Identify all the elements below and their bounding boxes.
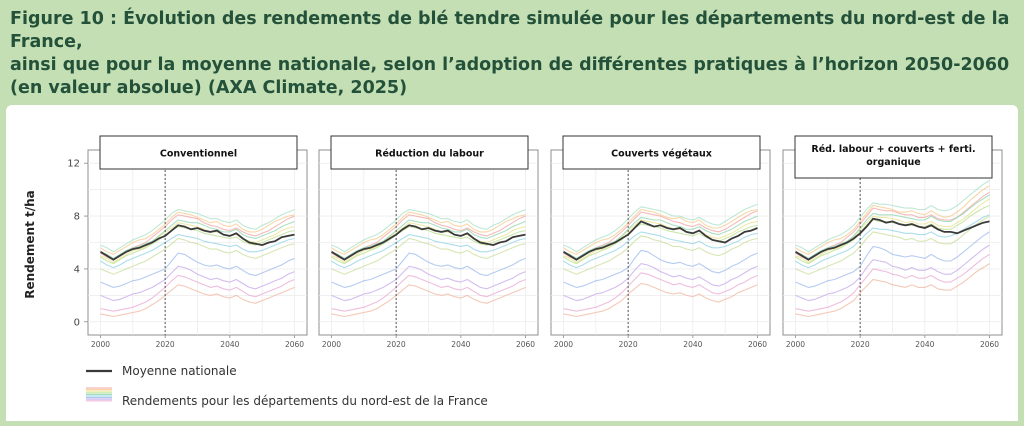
department-series-line xyxy=(100,208,295,253)
department-series-line xyxy=(100,274,295,312)
department-series-line xyxy=(563,235,758,275)
department-series-line xyxy=(563,231,758,269)
facet-label-box xyxy=(99,135,298,170)
x-tick-label: 2000 xyxy=(322,340,341,349)
yield-chart: Rendement t/ha Conventionnel 2000 2020 2040… xyxy=(23,135,1003,408)
facet-1: Conventionnel 2000 2020 2040 2060 xyxy=(87,135,308,349)
y-tick-label: 4 xyxy=(74,264,80,275)
department-series-line xyxy=(331,252,526,288)
x-tick-label: 2020 xyxy=(156,340,175,349)
facet-label-box xyxy=(794,135,993,179)
y-tick-label: 12 xyxy=(67,159,80,170)
department-series-line xyxy=(331,234,526,269)
department-series-line xyxy=(331,208,526,253)
department-series-line xyxy=(563,282,758,318)
x-tick-label: 2000 xyxy=(554,340,573,349)
department-series-line xyxy=(563,272,758,312)
department-series-line xyxy=(100,284,295,318)
department-series-line xyxy=(563,249,758,288)
department-series-line xyxy=(331,237,526,275)
y-tick-label: 0 xyxy=(74,317,80,328)
x-tick-label: 2040 xyxy=(915,340,934,349)
department-series-line xyxy=(563,208,758,256)
department-series-line xyxy=(795,215,990,275)
legend-national-label: Moyenne nationale xyxy=(122,364,237,378)
department-series-line xyxy=(331,211,526,256)
department-series-line xyxy=(331,219,526,260)
x-tick-label: 2000 xyxy=(786,340,805,349)
y-tick-label: 8 xyxy=(74,212,80,223)
department-series-line xyxy=(100,265,295,302)
national-series-line xyxy=(563,220,758,261)
department-series-line xyxy=(795,179,990,253)
department-series-line xyxy=(100,234,295,269)
y-axis-title: Rendement t/ha xyxy=(23,190,37,299)
y-axis-title-group: Rendement t/ha xyxy=(23,190,37,299)
figure-title-line-2: ainsi que pour la moyenne nationale, sel… xyxy=(10,55,1010,75)
x-tick-label: 2040 xyxy=(451,340,470,349)
facet-label: Conventionnel xyxy=(160,149,237,160)
legend-departments-label: Rendements pour les départements du nord… xyxy=(122,394,488,408)
department-series-line xyxy=(331,274,526,312)
facet-2: Réduction du labour 2000 2020 2040 2060 xyxy=(318,135,539,349)
x-tick-label: 2020 xyxy=(851,340,870,349)
department-series-line xyxy=(100,226,295,265)
department-series-line xyxy=(563,215,758,260)
x-tick-label: 2060 xyxy=(516,340,535,349)
department-series-line xyxy=(795,231,990,288)
legend: Moyenne nationale Rendements pour les dép… xyxy=(86,364,488,408)
x-tick-label: 2060 xyxy=(980,340,999,349)
department-series-line xyxy=(100,252,295,288)
department-series-line xyxy=(795,198,990,263)
department-series-line xyxy=(331,222,526,263)
national-series-line xyxy=(100,224,295,261)
x-tick-label: 2020 xyxy=(619,340,638,349)
facet-4: Réd. labour + couverts + ferti. organique… xyxy=(782,135,1003,349)
department-series-line xyxy=(795,185,990,256)
department-series-line xyxy=(795,194,990,260)
department-series-line xyxy=(563,223,758,265)
department-series-line xyxy=(100,211,295,256)
x-tick-label: 2020 xyxy=(387,340,406,349)
facet-label-box xyxy=(330,135,529,170)
department-series-line xyxy=(563,203,758,253)
facet-3: Couverts végétaux 2000 2020 2040 2060 xyxy=(550,135,771,349)
department-series-line xyxy=(100,237,295,275)
chart-panel: Rendement t/ha Conventionnel 2000 2020 2040… xyxy=(6,105,1018,421)
department-series-line xyxy=(795,244,990,302)
figure-title-line-3: (en valeur absolue) (AXA Climate, 2025) xyxy=(10,78,408,98)
figure-title: Figure 10 : Évolution des rendements de … xyxy=(10,8,1015,100)
figure-title-line-1: Figure 10 : Évolution des rendements de … xyxy=(10,9,1010,52)
x-tick-label: 2060 xyxy=(748,340,767,349)
department-series-line xyxy=(795,253,990,312)
department-series-line xyxy=(563,219,758,263)
x-tick-label: 2060 xyxy=(285,340,304,349)
facet-label: Réduction du labour xyxy=(375,149,484,160)
department-series-line xyxy=(331,265,526,302)
department-series-line xyxy=(795,263,990,318)
x-tick-label: 2000 xyxy=(91,340,110,349)
national-series-line xyxy=(795,217,990,261)
department-series-line xyxy=(331,284,526,318)
department-series-line xyxy=(795,204,990,265)
facet-label: Couverts végétaux xyxy=(611,149,712,160)
department-series-line xyxy=(100,222,295,263)
department-series-line xyxy=(563,262,758,302)
facet-label: Réd. labour + couverts + ferti. organique xyxy=(811,144,975,168)
facet-label-box xyxy=(562,135,761,170)
facet-label-line: organique xyxy=(866,157,920,168)
facet-label-line: Réd. labour + couverts + ferti. xyxy=(811,144,975,155)
department-series-line xyxy=(331,226,526,265)
x-tick-label: 2040 xyxy=(683,340,702,349)
x-tick-label: 2040 xyxy=(220,340,239,349)
department-series-line xyxy=(100,219,295,260)
national-series-line xyxy=(331,224,526,261)
